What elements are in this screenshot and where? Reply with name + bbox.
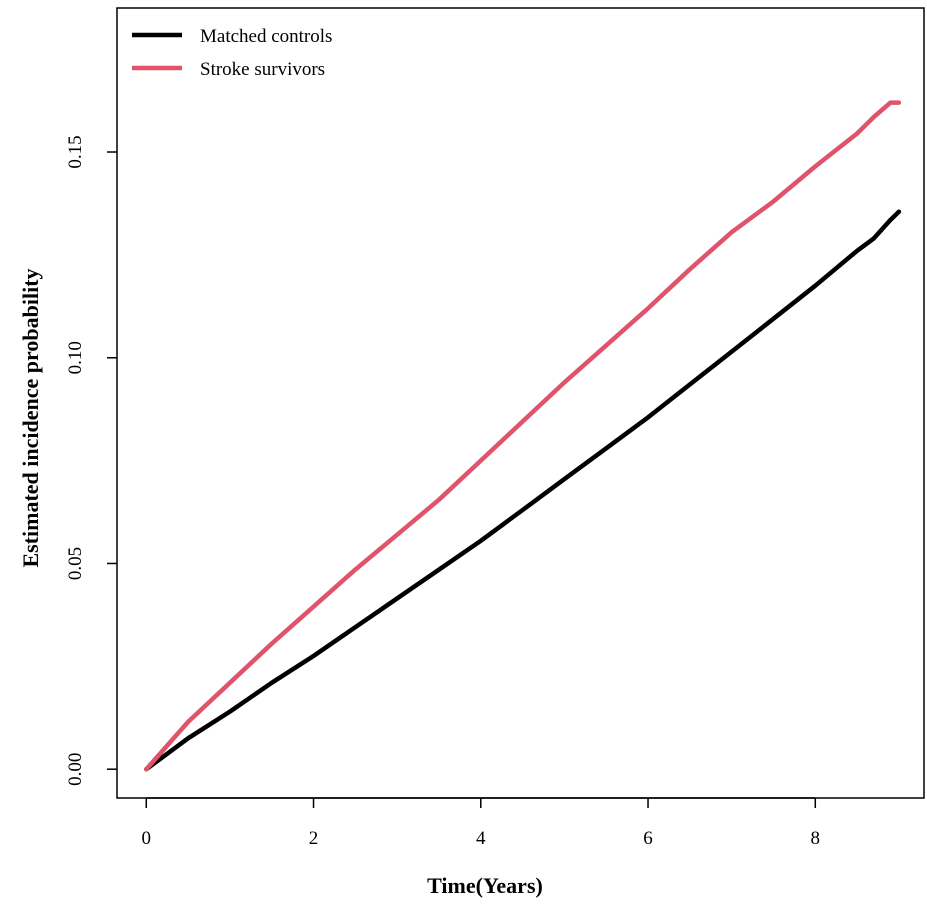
y-tick-label: 0.00 (65, 753, 86, 786)
legend: Matched controls Stroke survivors (132, 26, 332, 80)
y-tick-label: 0.15 (65, 135, 86, 168)
x-axis-title: Time(Years) (427, 873, 543, 898)
x-tick-label: 2 (309, 828, 319, 849)
y-axis: 0.00 0.05 0.10 0.15 (65, 135, 117, 786)
x-tick-label: 6 (643, 828, 653, 849)
series-line-0 (144, 209, 902, 772)
x-tick-label: 8 (811, 828, 821, 849)
plot-frame (116, 7, 925, 799)
x-tick-label: 0 (142, 828, 152, 849)
series-line-1 (144, 100, 902, 772)
y-tick-label: 0.05 (65, 547, 86, 580)
y-axis-title: Estimated incidence probability (18, 268, 43, 567)
x-tick-label: 4 (476, 828, 486, 849)
series-layer (144, 100, 902, 772)
x-axis: 0 2 4 6 8 (142, 797, 821, 849)
y-tick-label: 0.10 (65, 341, 86, 374)
legend-label-1: Stroke survivors (200, 59, 325, 80)
legend-label-0: Matched controls (200, 26, 332, 47)
